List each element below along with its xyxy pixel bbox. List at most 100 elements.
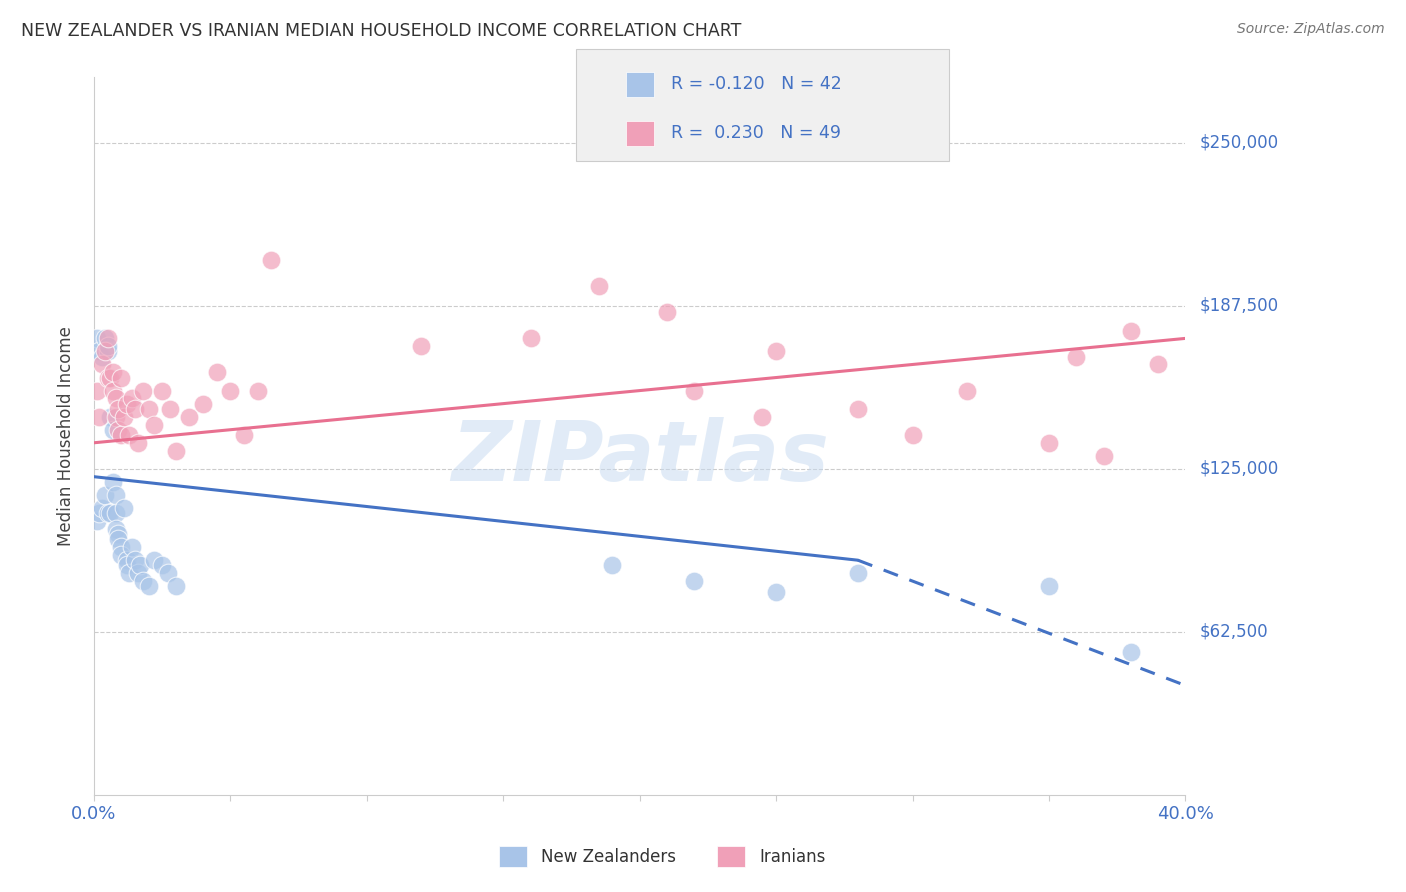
Point xyxy=(89,409,111,424)
Point xyxy=(86,331,108,345)
Text: $250,000: $250,000 xyxy=(1199,134,1278,152)
Point xyxy=(191,397,214,411)
Point xyxy=(846,566,869,581)
Point xyxy=(138,579,160,593)
Text: $125,000: $125,000 xyxy=(1199,460,1278,478)
Point xyxy=(86,514,108,528)
Point xyxy=(124,401,146,416)
Point xyxy=(97,344,120,359)
Point xyxy=(1147,358,1170,372)
Point xyxy=(260,253,283,268)
Point xyxy=(104,392,127,406)
Point xyxy=(519,331,541,345)
Point xyxy=(124,553,146,567)
Point xyxy=(588,279,610,293)
Point xyxy=(115,553,138,567)
Point xyxy=(150,384,173,398)
Point xyxy=(98,409,121,424)
Point xyxy=(94,331,117,345)
Point xyxy=(104,522,127,536)
Point xyxy=(104,409,127,424)
Point xyxy=(411,339,433,353)
Point xyxy=(104,488,127,502)
Point xyxy=(159,401,181,416)
Point xyxy=(118,566,141,581)
Point xyxy=(118,428,141,442)
Point xyxy=(104,506,127,520)
Point xyxy=(91,350,114,364)
Text: R = -0.120   N = 42: R = -0.120 N = 42 xyxy=(671,75,841,93)
Point xyxy=(683,384,706,398)
Point xyxy=(655,305,678,319)
Point xyxy=(115,558,138,573)
Point xyxy=(683,574,706,588)
Text: New Zealanders: New Zealanders xyxy=(541,847,676,865)
Point xyxy=(86,384,108,398)
Point xyxy=(132,384,155,398)
Text: NEW ZEALANDER VS IRANIAN MEDIAN HOUSEHOLD INCOME CORRELATION CHART: NEW ZEALANDER VS IRANIAN MEDIAN HOUSEHOL… xyxy=(21,22,741,40)
Text: Source: ZipAtlas.com: Source: ZipAtlas.com xyxy=(1237,22,1385,37)
Point xyxy=(89,506,111,520)
Point xyxy=(1119,644,1142,658)
Point xyxy=(121,540,143,554)
Point xyxy=(233,428,256,442)
Y-axis label: Median Household Income: Median Household Income xyxy=(58,326,75,546)
Point xyxy=(751,409,773,424)
Text: $62,500: $62,500 xyxy=(1199,623,1268,641)
Point xyxy=(101,365,124,379)
Point xyxy=(89,344,111,359)
Point xyxy=(246,384,269,398)
Point xyxy=(101,384,124,398)
Point xyxy=(1119,324,1142,338)
Point xyxy=(219,384,242,398)
Point xyxy=(765,584,787,599)
Point xyxy=(132,574,155,588)
Point xyxy=(165,579,187,593)
Point xyxy=(165,443,187,458)
Point xyxy=(138,401,160,416)
Point xyxy=(150,558,173,573)
Text: ZIPatlas: ZIPatlas xyxy=(451,417,828,499)
Point xyxy=(91,358,114,372)
Text: R =  0.230   N = 49: R = 0.230 N = 49 xyxy=(671,124,841,143)
Point xyxy=(101,423,124,437)
Point xyxy=(107,423,129,437)
Point xyxy=(110,540,132,554)
Point xyxy=(121,392,143,406)
Point xyxy=(765,344,787,359)
Point xyxy=(901,428,924,442)
Point xyxy=(602,558,624,573)
Point xyxy=(112,409,135,424)
Point xyxy=(110,548,132,562)
Point xyxy=(1038,579,1060,593)
Point xyxy=(846,401,869,416)
Point xyxy=(143,553,166,567)
Point xyxy=(110,370,132,384)
Point xyxy=(107,533,129,547)
Point xyxy=(205,365,228,379)
Point xyxy=(94,488,117,502)
Point xyxy=(97,506,120,520)
Text: Iranians: Iranians xyxy=(759,847,825,865)
Point xyxy=(101,475,124,489)
Point xyxy=(1092,449,1115,463)
Text: $187,500: $187,500 xyxy=(1199,297,1278,315)
Point xyxy=(143,417,166,432)
Point xyxy=(129,558,152,573)
Point xyxy=(98,506,121,520)
Point xyxy=(1064,350,1087,364)
Point xyxy=(1038,435,1060,450)
Point xyxy=(179,409,201,424)
Point xyxy=(110,428,132,442)
Point xyxy=(107,527,129,541)
Point xyxy=(97,370,120,384)
Point xyxy=(98,370,121,384)
Point xyxy=(97,339,120,353)
Point xyxy=(91,501,114,516)
Point xyxy=(956,384,979,398)
Point xyxy=(94,344,117,359)
Point xyxy=(156,566,179,581)
Point xyxy=(127,566,149,581)
Point xyxy=(107,401,129,416)
Point xyxy=(115,397,138,411)
